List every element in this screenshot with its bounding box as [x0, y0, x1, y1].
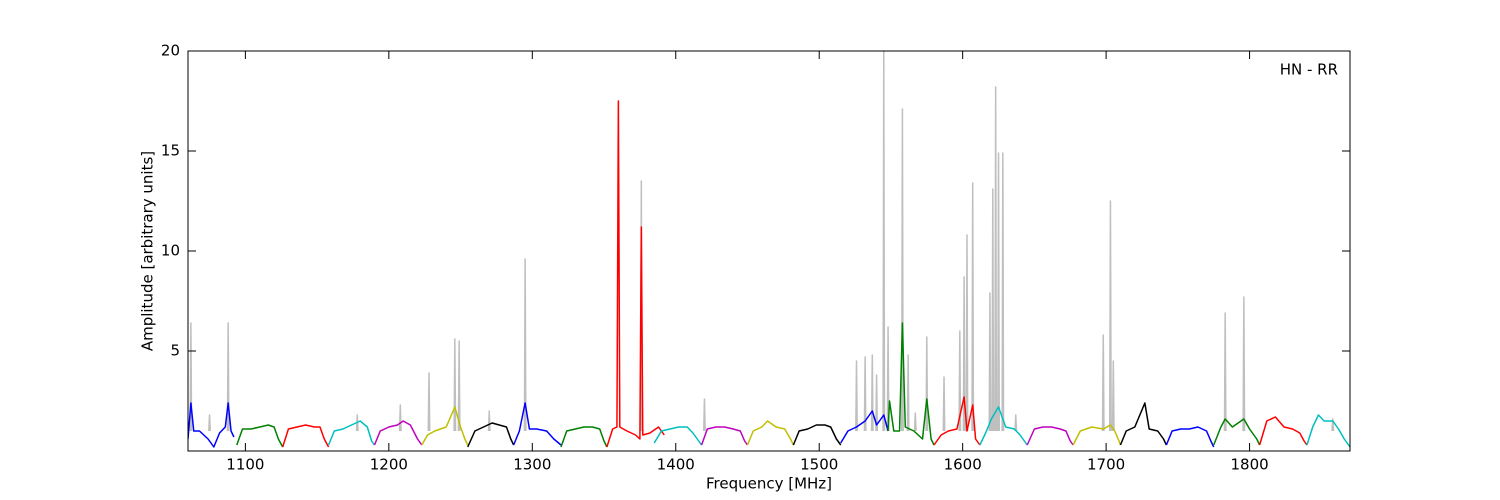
spectrum-line: [188, 402, 235, 448]
y-tick-label: 20: [161, 42, 180, 60]
spectrum-line: [746, 420, 795, 446]
x-tick-label: 1600: [944, 456, 982, 474]
plot-area: [188, 50, 1350, 448]
annotation: HN - RR: [1280, 61, 1338, 79]
spectrum-line: [1165, 426, 1215, 448]
spectrum-line: [887, 322, 935, 446]
y-tick-label: 10: [161, 242, 180, 260]
x-tick-label: 1200: [370, 456, 408, 474]
x-tick-label: 1700: [1087, 456, 1125, 474]
spectrum-line: [606, 100, 665, 448]
y-tick-label: 5: [170, 342, 180, 360]
spectrum-line: [840, 410, 889, 444]
spectrum-line: [236, 424, 284, 448]
x-axis-label: Frequency [MHz]: [706, 475, 832, 493]
spectrum-line: [373, 420, 423, 446]
spectrum-line: [1213, 418, 1261, 446]
x-tick-label: 1800: [1230, 456, 1268, 474]
spectrum-line: [933, 396, 981, 446]
spectrum-line: [1119, 402, 1168, 446]
spectrum-line: [281, 424, 330, 448]
x-tick-label: 1400: [657, 456, 695, 474]
spectrum-line: [979, 406, 1028, 446]
y-tick-label: 15: [161, 142, 180, 160]
x-tick-label: 1300: [513, 456, 551, 474]
spectrum-line: [700, 426, 749, 446]
spectrum-line: [1258, 416, 1308, 446]
spectrum-line: [792, 424, 842, 446]
spectrum-line: [467, 422, 515, 448]
spectrum-line: [421, 406, 469, 446]
spectrum-line: [560, 426, 608, 448]
spectrum-line: [1072, 424, 1122, 446]
spectrum-line: [512, 402, 562, 446]
x-tick-label: 1100: [226, 456, 264, 474]
spectrum-line: [1306, 414, 1350, 448]
spectrum-line: [1026, 426, 1074, 446]
spectrum-line: [327, 420, 376, 446]
x-tick-label: 1500: [800, 456, 838, 474]
y-axis-label: Amplitude [arbitrary units]: [139, 151, 157, 351]
spectrum-line: [189, 50, 1335, 432]
spectrum-line: [653, 426, 703, 446]
